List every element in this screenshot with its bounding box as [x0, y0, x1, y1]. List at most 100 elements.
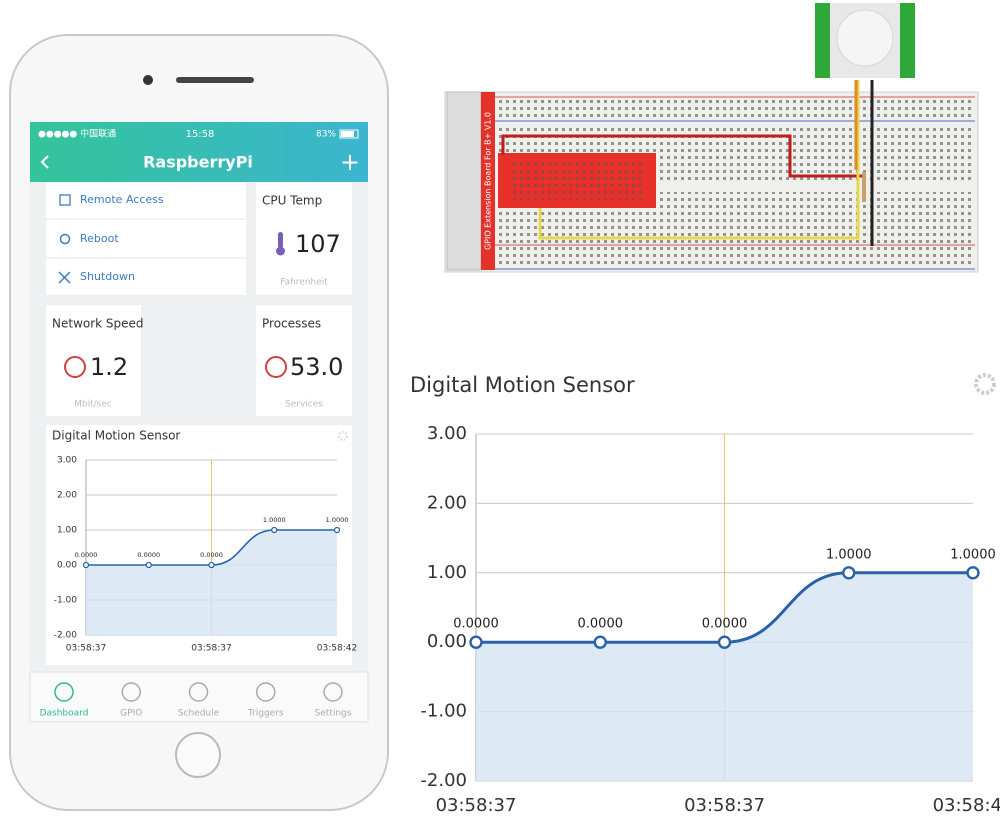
widget-value: 53.0	[290, 353, 343, 381]
point	[333, 526, 341, 534]
x-tick-label: 03:58:42	[317, 644, 357, 654]
battery-fill	[341, 131, 354, 137]
value-label: 0.0000	[702, 617, 748, 632]
point	[966, 566, 980, 580]
y-tick-label: -2.00	[420, 770, 467, 791]
y-tick-label: -1.00	[54, 596, 78, 606]
y-tick-label: -1.00	[420, 701, 467, 722]
value-label: 0.0000	[578, 617, 624, 632]
shutdown-button[interactable]: Shutdown	[80, 270, 135, 283]
tab-icon	[188, 682, 209, 702]
chart-title: Digital Motion Sensor	[52, 429, 180, 443]
value-label: 0.0000	[137, 551, 160, 559]
point	[842, 566, 856, 580]
tab-icon	[121, 682, 141, 702]
gpio-pins	[510, 160, 645, 200]
y-tick-label: 2.00	[427, 492, 467, 513]
reboot-icon	[59, 233, 71, 245]
value-label: 1.0000	[950, 547, 996, 562]
reboot-button[interactable]: Reboot	[80, 232, 119, 245]
processes-card	[256, 305, 352, 416]
thermometer-icon	[278, 232, 283, 248]
point	[271, 526, 278, 534]
y-tick-label: 3.00	[57, 456, 77, 466]
point	[469, 635, 483, 649]
speaker	[176, 77, 254, 83]
x-tick-label: 03:58:37	[191, 644, 231, 654]
battery-level: 83%	[316, 130, 336, 140]
value-label: 1.0000	[326, 516, 349, 524]
x-tick-label: 03:58:42	[933, 795, 1000, 816]
tab-label[interactable]: Schedule	[178, 709, 220, 719]
battery-icon	[339, 129, 359, 139]
value-label: 0.0000	[75, 551, 98, 559]
widget-unit: Fahrenheit	[280, 278, 328, 288]
y-tick-label: 2.00	[57, 491, 77, 501]
board-label: GPIO Extension Board For B+ V1.0	[484, 112, 493, 250]
value-label: 1.0000	[263, 516, 286, 524]
y-tick-label: 0.00	[57, 561, 77, 571]
camera	[143, 75, 153, 85]
point	[208, 561, 215, 569]
tab-label[interactable]: Dashboard	[40, 709, 89, 719]
tab-icon	[323, 682, 343, 702]
tab-icon	[256, 682, 276, 702]
y-tick-label: 1.00	[427, 562, 467, 583]
gauge-icon	[265, 356, 287, 378]
power-rail	[495, 98, 975, 120]
back-button[interactable]	[40, 155, 49, 169]
x-tick-label: 03:58:37	[66, 644, 106, 654]
point	[717, 635, 732, 649]
extension-strip	[481, 92, 495, 270]
remote-access-button[interactable]: Remote Access	[80, 193, 164, 206]
y-tick-label: 3.00	[427, 423, 467, 444]
widget-value: 1.2	[90, 353, 128, 381]
x-tick-label: 03:58:37	[684, 795, 765, 816]
resistor	[862, 172, 866, 202]
wire-yellow	[538, 80, 860, 240]
app-title: RaspberryPi	[143, 153, 253, 172]
settings-gear[interactable]	[338, 431, 348, 441]
widget-title: CPU Temp	[262, 194, 322, 208]
value-label: 0.0000	[453, 617, 499, 632]
y-tick-label: 1.00	[57, 526, 77, 536]
widget-title: Processes	[262, 317, 321, 331]
power-rail	[495, 246, 975, 268]
value-label: 1.0000	[826, 547, 872, 562]
value-label: 0.0000	[200, 551, 223, 559]
y-tick-label: 0.00	[427, 631, 467, 652]
tab-label[interactable]: GPIO	[120, 709, 142, 719]
app-header	[30, 122, 368, 182]
x-tick-label: 03:58:37	[436, 795, 517, 816]
ribbon-connector	[446, 91, 482, 271]
point	[593, 635, 607, 649]
cpu-card	[256, 182, 352, 295]
carrier: ●●●●● 中国联通	[38, 128, 116, 140]
widget-unit: Mbit/sec	[74, 400, 112, 410]
area	[476, 572, 973, 781]
tab-label[interactable]: Settings	[315, 709, 352, 719]
tab-icon	[54, 682, 74, 702]
point	[145, 561, 152, 569]
settings-gear[interactable]	[974, 373, 996, 395]
widget-unit: Services	[285, 400, 323, 410]
shutdown-icon	[58, 271, 71, 284]
add-button[interactable]	[342, 155, 358, 170]
gauge-icon	[64, 356, 86, 378]
y-tick-label: -2.00	[54, 631, 78, 641]
network-card	[46, 305, 141, 416]
widget-value: 107	[295, 230, 341, 258]
pir-dome	[836, 9, 894, 67]
thermometer-bulb	[276, 246, 285, 256]
chart-title: Digital Motion Sensor	[410, 373, 635, 397]
wire-red	[501, 134, 862, 178]
clock: 15:58	[186, 129, 215, 140]
home-button[interactable]	[175, 732, 221, 778]
tab-label[interactable]: Triggers	[247, 709, 284, 719]
button-card	[46, 182, 246, 295]
tab-bar	[29, 671, 369, 723]
remote-icon	[59, 194, 71, 206]
point	[82, 561, 90, 569]
widget-title: Network Speed	[52, 317, 144, 331]
